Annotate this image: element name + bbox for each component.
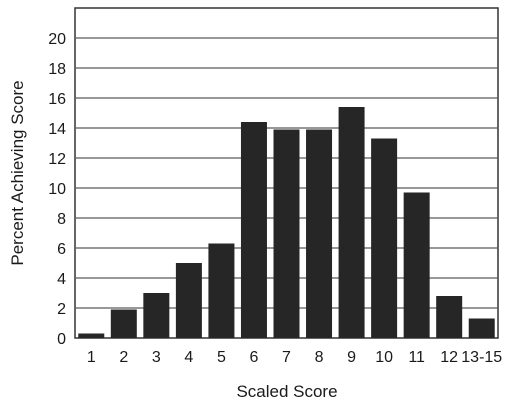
x-tick-label: 9 bbox=[347, 349, 356, 366]
bar-6 bbox=[240, 122, 267, 338]
bar-7 bbox=[273, 129, 300, 338]
bar-12 bbox=[436, 296, 463, 338]
y-tick-label: 8 bbox=[57, 211, 66, 228]
y-tick-label: 6 bbox=[57, 241, 66, 258]
bar-1 bbox=[78, 333, 105, 338]
bar-13-15 bbox=[468, 318, 495, 338]
x-tick-label: 6 bbox=[250, 349, 259, 366]
x-tick-labels: 1 2 3 4 5 6 7 8 9 10 11 12 13-15 bbox=[87, 349, 502, 366]
bar-2 bbox=[110, 309, 137, 338]
bar-11 bbox=[403, 192, 430, 338]
y-tick-label: 20 bbox=[48, 31, 66, 48]
y-tick-label: 4 bbox=[57, 271, 66, 288]
x-tick-label: 1 bbox=[87, 349, 96, 366]
y-tick-label: 0 bbox=[57, 331, 66, 348]
x-tick-label: 13-15 bbox=[461, 349, 502, 366]
x-tick-label: 5 bbox=[217, 349, 226, 366]
y-tick-label: 16 bbox=[48, 91, 66, 108]
x-axis-label: Scaled Score bbox=[236, 382, 337, 401]
y-tick-label: 10 bbox=[48, 181, 66, 198]
x-tick-label: 8 bbox=[315, 349, 324, 366]
y-tick-label: 18 bbox=[48, 61, 66, 78]
bar-5 bbox=[208, 243, 235, 338]
x-tick-label: 11 bbox=[408, 349, 425, 366]
bar-8 bbox=[306, 129, 333, 338]
x-tick-label: 12 bbox=[440, 349, 458, 366]
bars bbox=[78, 107, 495, 338]
bar-10 bbox=[371, 138, 398, 338]
y-axis-label: Percent Achieving Score bbox=[8, 80, 27, 265]
bar-3 bbox=[143, 293, 170, 338]
x-tick-label: 2 bbox=[119, 349, 128, 366]
x-tick-label: 3 bbox=[152, 349, 161, 366]
y-tick-label: 2 bbox=[57, 301, 66, 318]
bar-9 bbox=[338, 107, 365, 338]
x-tick-label: 10 bbox=[375, 349, 393, 366]
y-tick-labels: 0 2 4 6 8 10 12 14 16 18 20 bbox=[48, 31, 66, 348]
bar-4 bbox=[175, 263, 202, 338]
x-tick-label: 4 bbox=[184, 349, 193, 366]
y-tick-label: 12 bbox=[48, 151, 66, 168]
y-tick-label: 14 bbox=[48, 121, 66, 138]
x-tick-label: 7 bbox=[282, 349, 291, 366]
